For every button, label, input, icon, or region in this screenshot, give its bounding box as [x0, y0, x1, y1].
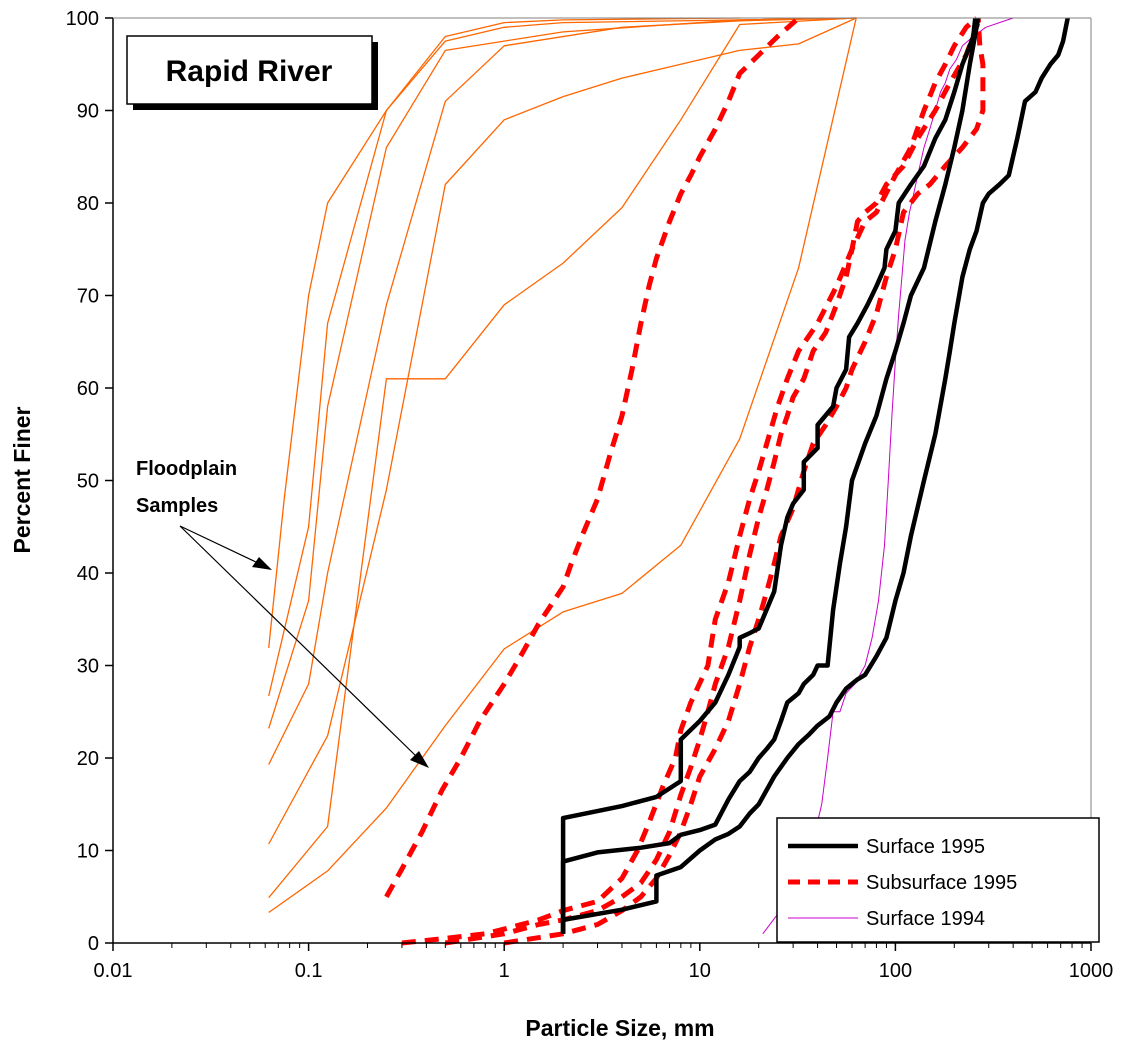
annotation-arrowhead-2 — [410, 751, 429, 768]
y-tick-label-3: 30 — [77, 656, 99, 678]
chart-title: Rapid River — [166, 55, 333, 88]
y-tick-label-4: 40 — [77, 563, 99, 585]
x-tick-label-5: 1000 — [1069, 960, 1114, 982]
x-tick-label-1: 0.1 — [295, 960, 323, 982]
annotation-line-1: Floodplain — [136, 458, 237, 480]
series-layer — [268, 16, 1070, 946]
series-line-subsurface-1995-6 — [503, 17, 986, 946]
series-line-floodplain-13 — [268, 17, 857, 899]
series-line-surface-1995-2 — [560, 17, 1070, 934]
annotation-arrowhead-1 — [252, 557, 272, 570]
y-tick-label-0: 0 — [88, 933, 99, 955]
annotation-arrow-1 — [179, 525, 259, 564]
x-axis-title: Particle Size, mm — [525, 1015, 714, 1041]
y-tick-label-6: 60 — [77, 378, 99, 400]
y-tick-label-10: 100 — [66, 8, 99, 30]
legend: Surface 1995 Subsurface 1995 Surface 1994 — [776, 817, 1100, 943]
legend-label-1: Subsurface 1995 — [866, 872, 1017, 894]
y-tick-label-2: 20 — [77, 748, 99, 770]
y-tick-label-1: 10 — [77, 841, 99, 863]
series-line-floodplain-14 — [268, 17, 857, 914]
series-line-floodplain-8 — [268, 17, 857, 648]
series-line-subsurface-1995-4 — [401, 16, 979, 946]
floodplain-annotation: Floodplain Samples — [136, 458, 429, 768]
series-line-surface-1994-7 — [762, 17, 1014, 935]
series-line-floodplain-10 — [268, 17, 857, 729]
x-tick-label-3: 10 — [689, 960, 711, 982]
chart-title-box: Rapid River — [126, 35, 378, 110]
annotation-line-2: Samples — [136, 495, 218, 517]
y-tick-label-9: 90 — [77, 101, 99, 123]
axis-ticks: 0 10 20 30 40 50 60 70 80 90 100 0.01 0.1 1 10 100 1000 — [66, 8, 1114, 982]
series-line-floodplain-12 — [268, 17, 857, 845]
x-tick-label-2: 1 — [499, 960, 510, 982]
legend-label-0: Surface 1995 — [866, 836, 985, 858]
annotation-arrow-2 — [179, 525, 417, 757]
series-line-floodplain-9 — [268, 17, 740, 697]
y-tick-label-7: 70 — [77, 286, 99, 308]
legend-label-2: Surface 1994 — [866, 908, 985, 930]
series-line-surface-1995-1 — [560, 17, 981, 934]
series-line-subsurface-1995-3 — [384, 16, 801, 899]
y-tick-label-8: 80 — [77, 193, 99, 215]
y-tick-label-5: 50 — [77, 471, 99, 493]
series-line-subsurface-1995-5 — [444, 17, 983, 946]
x-tick-label-4: 100 — [879, 960, 912, 982]
series-line-floodplain-11 — [268, 17, 857, 765]
y-axis-title: Percent Finer — [9, 406, 35, 553]
series-line-surface-1995-0 — [560, 17, 978, 934]
x-tick-label-0: 0.01 — [94, 960, 133, 982]
